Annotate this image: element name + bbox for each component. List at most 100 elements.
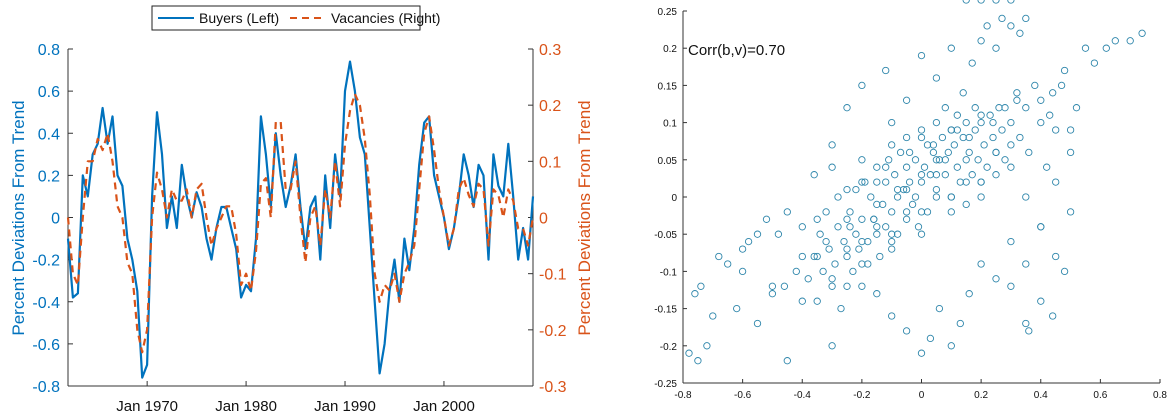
scatter-x-tick-label: -0.8 [674,390,692,401]
scatter-point [1052,178,1060,186]
scatter-point [956,178,964,186]
scatter-point [935,156,944,164]
scatter-point [941,104,949,112]
scatter-x-tick-label: 0.2 [974,390,988,401]
scatter-point [929,141,938,149]
scatter-point [834,223,842,231]
scatter-point [917,178,926,186]
scatter-point [902,215,911,223]
scatter-point [828,141,836,149]
scatter-point [858,215,866,223]
scatter-point [1007,282,1015,290]
x-ticks: Jan 1970 Jan 1980 Jan 1990 Jan 2000 [116,381,475,415]
x-tick-label: Jan 1990 [314,398,376,415]
scatter-x-tick-label: 0.4 [1034,390,1048,401]
scatter-point [1037,118,1045,127]
scatter-point [843,104,851,112]
scatter-point [1001,156,1009,164]
scatter-y-tick-label: -0.15 [654,305,677,316]
scatter-point [911,156,920,164]
right-y-tick-label: 0.2 [539,98,561,115]
scatter-point [744,237,753,246]
scatter-point [983,22,991,30]
x-tick-label: Jan 1970 [116,398,178,415]
scatter-point [685,349,693,357]
scatter-point [873,200,881,209]
scatter-x-tick-label: 0 [919,390,925,401]
scatter-point [849,267,857,276]
scatter-point [753,319,762,328]
scatter-point [902,208,911,216]
scatter-point [753,230,762,238]
scatter-point [882,223,890,231]
scatter-point [998,14,1006,23]
scatter-point [780,282,789,290]
scatter-point [822,208,830,216]
scatter-point [1066,148,1075,157]
scatter-point [965,290,973,298]
scatter-point [843,245,851,253]
scatter-point [891,171,899,179]
scatter-point [908,200,917,209]
scatter-point [905,148,914,157]
x-tick-label: Jan 2000 [413,398,475,415]
scatter-point [867,193,875,201]
scatter-point [893,193,902,201]
scatter-point [965,133,973,142]
scatter-point [977,0,985,4]
scatter-point [917,133,926,142]
scatter-point [1052,252,1060,261]
scatter-point [1138,29,1146,37]
scatter-point [929,148,938,157]
scatter-point [715,252,723,261]
scatter-point [888,208,896,216]
scatter-point [1052,126,1060,134]
scatter-point [852,185,860,194]
scatter-point [1022,14,1030,23]
scatter-point [691,290,699,298]
left-y-tick-label: -0.2 [32,253,60,270]
scatter-point [828,275,836,283]
scatter-point [902,96,911,104]
scatter-point [888,245,896,253]
scatter-y-tick-label: 0.1 [663,119,677,130]
right-y-tick-label: -0.1 [539,267,567,284]
scatter-point [917,349,926,357]
scatter-x-tick-label: 0.8 [1153,390,1167,401]
scatter-point [762,215,771,223]
scatter-point [816,230,824,238]
x-tick-label: Jan 1980 [215,398,277,415]
left-y-tick-label: -0.8 [32,379,60,396]
scatter-point [1049,312,1057,320]
left-y-tick-label: -0.4 [32,295,60,312]
scatter-point [968,59,976,67]
scatter-point [935,304,944,313]
scatter-point [885,156,893,164]
scatter-point [971,126,979,134]
scatter-point [882,66,890,75]
scatter-point [1007,0,1015,4]
right-y-ticks: -0.3 -0.2 -0.1 0 0.1 0.2 0.3 [528,42,567,396]
scatter-point [926,171,935,179]
left-y-axis-label: Percent Deviations From Trend [9,100,28,335]
scatter-point [905,178,914,186]
scatter-point [783,357,791,365]
left-y-ticks: -0.8 -0.6 -0.4 -0.2 0 0.2 0.4 0.6 0.8 [32,42,73,396]
scatter-point [1013,89,1021,97]
vacancies-line [66,92,535,354]
scatter-point [992,171,1000,179]
scatter-point [822,237,830,246]
scatter-point [697,282,705,290]
scatter-point [855,245,863,253]
left-y-tick-label: 0.4 [38,126,60,143]
scatter-y-tick-label: -0.05 [654,230,677,241]
scatter-point [995,104,1003,112]
right-y-axis-label: Percent Deviations From Trend [575,100,594,335]
scatter-point [1025,148,1033,157]
legend-vacancies-label: Vacancies (Right) [331,10,440,26]
right-y-tick-label: 0 [539,211,548,228]
scatter-point [1060,267,1069,276]
scatter-point [873,178,881,186]
right-y-tick-label: 0.3 [539,42,561,59]
scatter-point [950,141,958,149]
